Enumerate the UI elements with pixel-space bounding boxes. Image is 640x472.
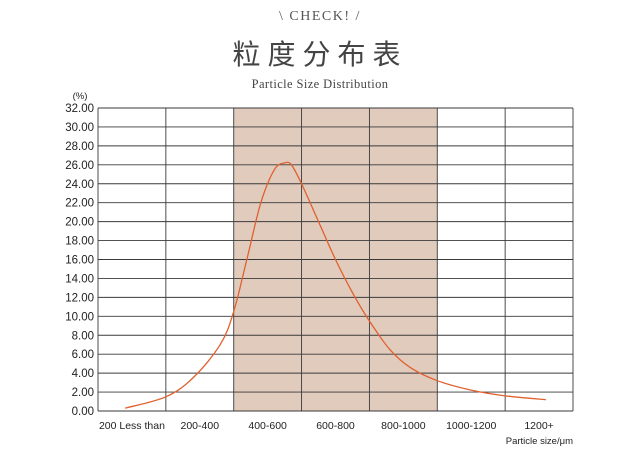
x-category-label: 1200+ [524, 420, 554, 432]
y-tick-label: 26.00 [65, 160, 94, 172]
y-tick-label: 10.00 [65, 311, 94, 323]
y-tick-label: 8.00 [72, 330, 94, 342]
y-tick-label: 24.00 [65, 179, 94, 191]
y-tick-label: 18.00 [65, 236, 94, 248]
y-tick-label: 22.00 [65, 198, 94, 210]
y-tick-label: 20.00 [65, 217, 94, 229]
y-tick-label: 12.00 [65, 292, 94, 304]
x-axis-label: Particle size/μm [506, 436, 573, 447]
x-category-label: 800-1000 [381, 420, 426, 432]
x-category-label: 200-400 [181, 420, 220, 432]
y-tick-label: 28.00 [65, 141, 94, 153]
y-tick-label: 14.00 [65, 273, 94, 285]
y-tick-label: 30.00 [65, 122, 94, 134]
y-tick-label: 16.00 [65, 255, 94, 267]
y-tick-label: 2.00 [72, 387, 94, 399]
x-category-label: 200 Less than [99, 420, 165, 432]
y-tick-label: 4.00 [72, 368, 94, 380]
x-category-label: 1000-1200 [446, 420, 496, 432]
x-category-label: 600-800 [316, 420, 355, 432]
y-tick-label: 32.00 [65, 103, 94, 115]
y-tick-label: 6.00 [72, 349, 94, 361]
distribution-line [124, 161, 546, 409]
y-tick-label: 0.00 [72, 406, 94, 418]
chart-subtitle: Particle Size Distribution [251, 77, 389, 91]
chart-title: 粒度分布表 [232, 38, 408, 71]
check-label: \ CHECK! / [279, 9, 361, 24]
y-axis-label: (%) [73, 91, 88, 102]
x-category-label: 400-600 [248, 420, 287, 432]
